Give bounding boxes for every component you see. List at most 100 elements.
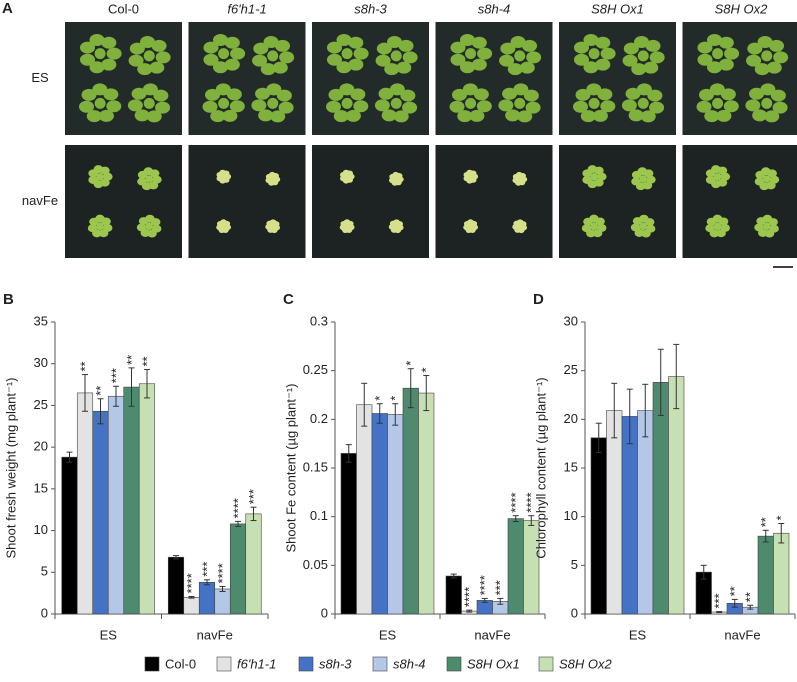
- leaf: [520, 176, 528, 183]
- leaf: [384, 63, 400, 76]
- bar: [507, 518, 524, 615]
- significance: ****: [184, 573, 199, 593]
- leaf: [592, 229, 603, 238]
- bar: [652, 382, 669, 615]
- leaf: [103, 88, 119, 101]
- significance: **: [743, 592, 758, 602]
- y-axis-label: Shoot Fe content (µg plant⁻¹): [283, 384, 298, 553]
- y-tick-label: 0.1: [310, 508, 328, 523]
- leaf: [376, 42, 392, 55]
- leaf: [255, 87, 271, 100]
- photo: [435, 145, 553, 258]
- leaf: [103, 172, 113, 181]
- leaf: [519, 61, 535, 74]
- leaf: [573, 41, 589, 54]
- leaf: [278, 101, 294, 114]
- leaf: [402, 51, 418, 64]
- leaf: [723, 100, 739, 113]
- rosette-center: [341, 48, 353, 60]
- leaf: [697, 41, 713, 54]
- significance: **: [77, 361, 92, 371]
- y-tick-label: 30: [34, 355, 48, 370]
- rosette-center: [637, 50, 649, 62]
- leaf: [275, 39, 291, 52]
- leaf: [106, 47, 122, 60]
- leaf: [150, 218, 161, 227]
- leaf: [649, 51, 665, 64]
- leaf: [101, 217, 111, 226]
- leaf: [525, 101, 541, 114]
- significance: **: [139, 356, 154, 366]
- leaf: [583, 61, 599, 74]
- rosette-center: [344, 173, 350, 180]
- leaf: [266, 83, 282, 96]
- rosette-center: [143, 50, 155, 62]
- leaf: [155, 101, 171, 114]
- leaf: [477, 47, 493, 60]
- rosette-center: [267, 97, 279, 109]
- bar: [637, 410, 654, 615]
- leaf: [517, 110, 533, 123]
- leaf: [263, 36, 279, 49]
- photo: [65, 22, 182, 135]
- photo: [435, 22, 553, 135]
- leaf: [724, 47, 740, 60]
- bar: [123, 386, 140, 615]
- leaf: [389, 83, 405, 96]
- legend-swatch: [446, 656, 462, 672]
- leaf: [705, 176, 716, 184]
- bar: [138, 383, 156, 615]
- leaf: [582, 176, 592, 184]
- leaf: [89, 61, 105, 74]
- legend-swatch: [372, 656, 388, 672]
- leaf: [79, 41, 95, 54]
- leaf: [270, 110, 286, 123]
- leaf: [333, 110, 349, 123]
- leaf: [396, 61, 412, 74]
- leaf: [745, 99, 761, 112]
- leaf: [451, 88, 467, 101]
- rosette-center: [465, 48, 477, 60]
- legend-label: s8h-3: [319, 656, 352, 671]
- leaf: [766, 61, 782, 74]
- leaf: [134, 109, 150, 122]
- leaf: [98, 109, 114, 122]
- bar: [445, 575, 462, 615]
- leaf: [473, 88, 489, 101]
- leaf: [498, 99, 514, 112]
- leaf: [450, 53, 466, 66]
- rosette-center: [96, 222, 104, 231]
- leaf: [597, 88, 613, 101]
- leaf: [155, 51, 171, 64]
- column-label: s8h-3: [354, 1, 387, 16]
- leaf: [510, 36, 526, 49]
- bar: [606, 410, 623, 615]
- rosette-center: [763, 175, 771, 183]
- rosette-center: [220, 223, 227, 230]
- column-label: S8H Ox2: [715, 1, 769, 16]
- leaf: [769, 175, 780, 184]
- leaf: [586, 83, 602, 96]
- leaf: [222, 109, 238, 122]
- leaf: [772, 101, 788, 114]
- bar: [245, 513, 262, 615]
- significance: ****: [215, 563, 230, 583]
- leaf: [764, 110, 780, 123]
- leaf: [212, 33, 228, 46]
- significance: *: [774, 515, 789, 520]
- rosette-center: [218, 97, 230, 109]
- leaf: [98, 229, 109, 238]
- panel-label: A: [2, 0, 13, 17]
- leaf: [643, 61, 659, 74]
- rosette-center: [517, 176, 523, 182]
- leaf: [336, 33, 352, 46]
- leaf: [129, 42, 145, 55]
- leaf: [583, 33, 599, 46]
- photo: [682, 145, 797, 258]
- significance: *: [403, 361, 418, 366]
- rosette-center: [390, 97, 402, 109]
- leaf: [339, 83, 355, 96]
- leaf: [746, 54, 762, 67]
- rosette-center: [96, 172, 104, 181]
- leaf: [450, 41, 466, 54]
